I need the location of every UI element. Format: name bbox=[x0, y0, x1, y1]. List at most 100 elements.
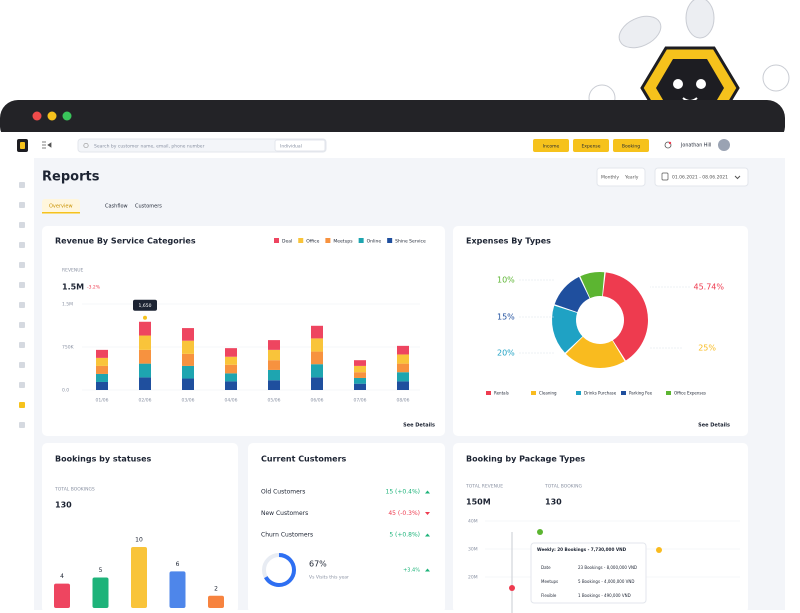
card bbox=[42, 226, 445, 436]
bar-segment bbox=[311, 338, 323, 352]
bar-segment bbox=[268, 369, 280, 381]
dot bbox=[537, 529, 543, 535]
bar-segment bbox=[268, 340, 280, 350]
bar-segment bbox=[96, 357, 108, 366]
legend-label: Deal bbox=[282, 239, 292, 245]
tab[interactable]: Overview bbox=[49, 204, 73, 210]
tab[interactable]: Cashflow bbox=[105, 204, 128, 210]
x-tick-label: 05/06 bbox=[268, 398, 281, 404]
y-tick-label: 1.5M bbox=[62, 302, 73, 308]
bar-segment bbox=[354, 365, 366, 373]
legend-label: Meetups bbox=[333, 239, 353, 245]
legend-swatch bbox=[387, 238, 393, 243]
bar-segment bbox=[182, 378, 194, 390]
bar-segment bbox=[311, 364, 323, 378]
header-button[interactable] bbox=[613, 139, 649, 152]
calendar-icon bbox=[661, 172, 669, 181]
tab-active[interactable] bbox=[42, 199, 80, 213]
bar-segment bbox=[96, 349, 108, 358]
bar-segment bbox=[139, 321, 151, 336]
select[interactable] bbox=[274, 139, 326, 152]
donut-segment bbox=[552, 305, 583, 353]
chevron bbox=[734, 175, 741, 180]
row-label: Old Customers bbox=[261, 489, 305, 496]
bar-segment bbox=[182, 353, 194, 366]
tab[interactable]: Customers bbox=[135, 204, 162, 210]
date-picker[interactable] bbox=[654, 167, 749, 187]
notification-icon[interactable] bbox=[664, 141, 672, 149]
bar-segment bbox=[354, 377, 366, 384]
donut-segment bbox=[565, 336, 625, 369]
tooltip-key: Date bbox=[541, 565, 551, 570]
donut-label: 45.74% bbox=[693, 283, 724, 292]
legend-swatch bbox=[274, 238, 279, 243]
dot bbox=[656, 547, 662, 553]
see-details[interactable]: See Details bbox=[698, 423, 730, 429]
row-label: New Customers bbox=[261, 510, 308, 517]
bar-segment bbox=[354, 383, 366, 390]
donut-label: 20% bbox=[497, 349, 515, 358]
bar-segment bbox=[311, 325, 323, 339]
tooltip-key: Meetups bbox=[541, 579, 558, 584]
window-dot bbox=[47, 111, 57, 121]
legend-label: Drinks Purchase bbox=[584, 391, 617, 396]
period[interactable]: Yearly bbox=[624, 175, 639, 181]
legend-label: Cleaning bbox=[539, 391, 557, 396]
menu-icon[interactable] bbox=[42, 141, 52, 149]
trend-arrow bbox=[425, 568, 430, 572]
card bbox=[453, 226, 748, 436]
see-details[interactable]: See Details bbox=[403, 423, 435, 429]
bar-segment bbox=[225, 373, 237, 382]
bar-segment bbox=[225, 381, 237, 390]
header-button[interactable] bbox=[573, 139, 609, 152]
sidebar bbox=[0, 158, 34, 610]
period-toggle[interactable] bbox=[596, 167, 646, 187]
bar-segment bbox=[96, 381, 108, 390]
legend-swatch bbox=[325, 238, 331, 243]
bar-segment bbox=[397, 372, 409, 382]
bar-segment bbox=[397, 381, 409, 390]
y-tick-label: 40M bbox=[468, 519, 478, 525]
dot bbox=[509, 585, 515, 591]
header-button-label: Income bbox=[543, 144, 560, 150]
tooltip-key: Flexible bbox=[541, 593, 557, 598]
window-dot bbox=[62, 111, 72, 121]
legend-label: Office Expenses bbox=[674, 391, 706, 396]
tooltip-title: Weekly: 20 Bookings - 7,730,000 VND bbox=[537, 547, 627, 552]
row-label: Churn Customers bbox=[261, 532, 313, 539]
bar bbox=[131, 547, 147, 608]
x-tick-label: 02/06 bbox=[139, 398, 152, 404]
select-label: Individual bbox=[280, 144, 302, 150]
trend-arrow bbox=[425, 490, 430, 494]
x-tick-label: 07/06 bbox=[354, 398, 367, 404]
search-box[interactable] bbox=[77, 138, 327, 153]
donut-segment bbox=[602, 272, 648, 361]
bar-label: 4 bbox=[60, 573, 64, 580]
bar-segment bbox=[139, 349, 151, 364]
ring-change: +3.4% bbox=[403, 568, 420, 574]
donut-label: 10% bbox=[497, 276, 515, 285]
card-title: Bookings by statuses bbox=[55, 455, 152, 464]
legend-swatch bbox=[358, 238, 364, 243]
card bbox=[248, 443, 445, 613]
bar-segment bbox=[96, 365, 108, 374]
metric-label: TOTAL BOOKINGS bbox=[54, 487, 95, 493]
bar-label: 6 bbox=[176, 561, 180, 568]
ring-label: 67% bbox=[309, 560, 327, 569]
bar-segment bbox=[139, 377, 151, 390]
header-button[interactable] bbox=[533, 139, 569, 152]
ring-value bbox=[262, 553, 296, 587]
avatar[interactable] bbox=[718, 139, 730, 151]
tab-underline bbox=[42, 212, 80, 214]
period[interactable]: Monthly bbox=[601, 175, 619, 181]
tooltip-value: 5 Bookings - 4,000,000 VND bbox=[578, 579, 634, 584]
bar-segment bbox=[182, 365, 194, 379]
metric-label: TOTAL REVENUE bbox=[465, 484, 503, 490]
x-tick-label: 06/06 bbox=[311, 398, 324, 404]
legend-label: Online bbox=[367, 239, 382, 245]
user-name: Jonathan Hill bbox=[680, 143, 711, 149]
bar-segment bbox=[225, 348, 237, 357]
donut-segment bbox=[580, 271, 605, 299]
x-tick-label: 03/06 bbox=[182, 398, 195, 404]
bar-segment bbox=[182, 340, 194, 354]
